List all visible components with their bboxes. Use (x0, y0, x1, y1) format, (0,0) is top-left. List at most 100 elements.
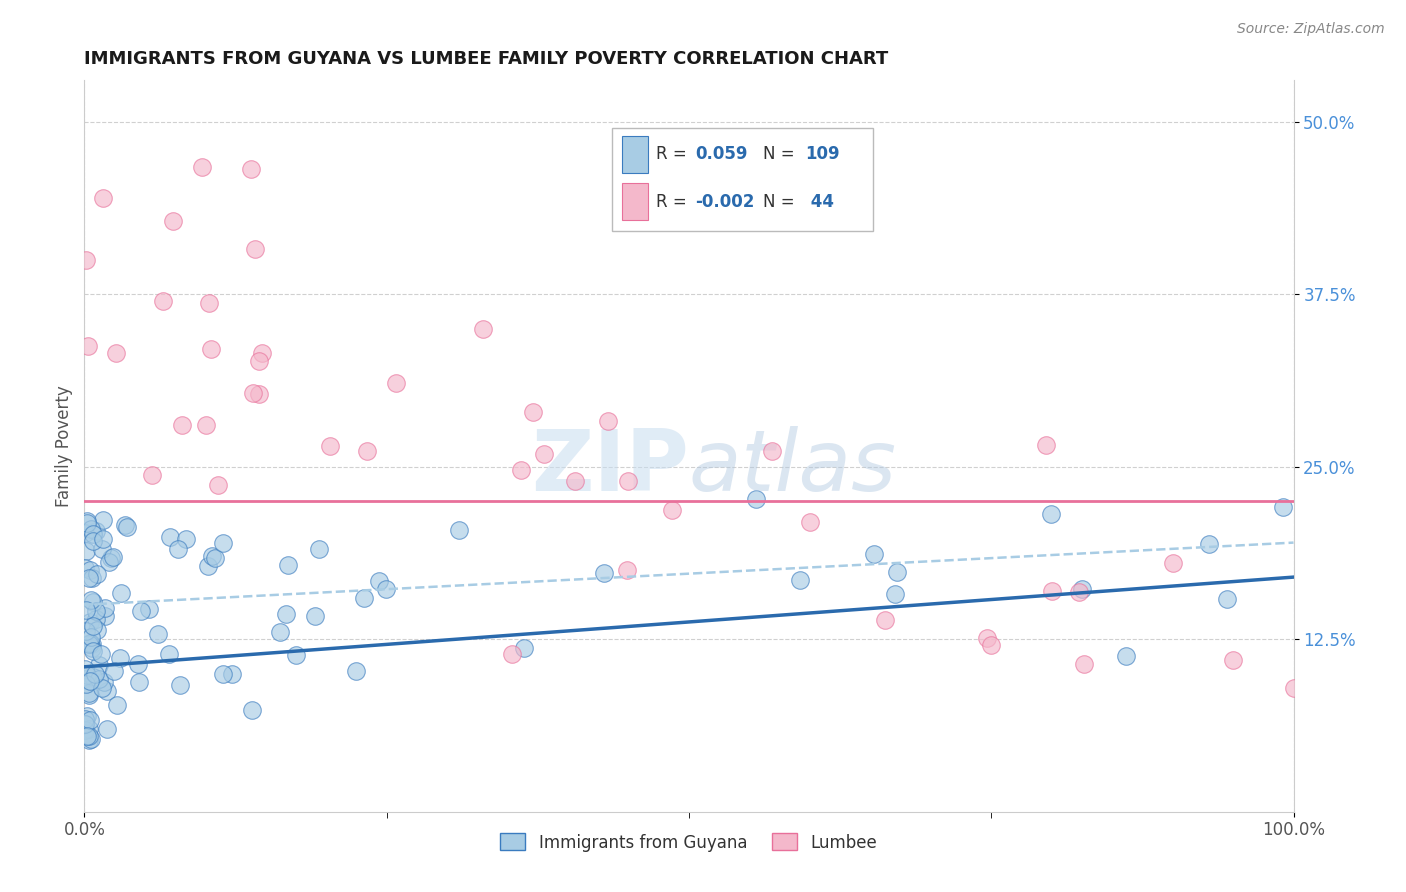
Point (1073, 657, 1095, 671)
Point (91, 541, 114, 556)
Point (89, 657, 111, 672)
Point (1198, 536, 1220, 550)
Point (110, 586, 132, 600)
Point (1115, 649, 1137, 664)
Point (75, 603, 97, 617)
Point (77, 722, 100, 736)
Point (79, 732, 101, 747)
Point (513, 641, 536, 656)
Bar (621, 183, 648, 220)
Point (159, 530, 181, 544)
Point (82, 571, 104, 585)
Point (745, 491, 768, 506)
Point (166, 542, 188, 557)
Point (344, 664, 367, 678)
Point (76, 730, 98, 744)
Point (96, 684, 118, 698)
Text: 44: 44 (806, 193, 834, 211)
Text: Source: ZipAtlas.com: Source: ZipAtlas.com (1237, 22, 1385, 37)
Point (91, 681, 114, 695)
Point (308, 542, 330, 557)
Point (93, 191, 115, 205)
Point (79, 733, 101, 747)
Point (84, 604, 107, 618)
Point (77, 671, 100, 685)
Point (79, 674, 101, 689)
Point (1216, 591, 1239, 606)
Text: N =: N = (763, 193, 794, 211)
Point (522, 405, 544, 419)
Bar (621, 136, 648, 173)
Text: R =: R = (657, 193, 692, 211)
Point (661, 503, 683, 517)
Point (82, 670, 104, 684)
Point (195, 417, 218, 432)
Point (247, 387, 270, 401)
Point (131, 604, 153, 618)
Text: N =: N = (763, 145, 794, 163)
Point (242, 386, 264, 401)
Text: 0.059: 0.059 (696, 145, 748, 163)
Point (73, 662, 96, 676)
Point (191, 160, 214, 174)
Point (174, 533, 197, 547)
Point (247, 353, 270, 368)
Point (368, 574, 391, 588)
Point (138, 602, 160, 616)
Point (162, 214, 184, 228)
Point (509, 462, 531, 476)
Point (82, 526, 104, 541)
Point (533, 447, 555, 461)
Point (80, 592, 103, 607)
Text: atlas: atlas (689, 426, 897, 509)
Point (77, 571, 100, 585)
Point (799, 515, 821, 529)
Point (592, 566, 614, 581)
Point (76, 709, 98, 723)
Point (79, 615, 101, 629)
Point (276, 607, 298, 622)
Point (98, 555, 121, 569)
Point (385, 376, 408, 390)
Point (80, 637, 103, 651)
Point (77, 636, 100, 650)
Point (240, 162, 263, 177)
Point (1069, 584, 1091, 599)
Point (141, 467, 163, 482)
Point (86, 566, 108, 581)
Point (1271, 500, 1294, 515)
Point (80, 630, 103, 644)
Point (115, 519, 138, 533)
Point (200, 343, 222, 357)
Point (319, 439, 342, 453)
Text: ZIP: ZIP (531, 426, 689, 509)
Point (980, 638, 1002, 652)
Point (356, 444, 378, 458)
Point (1071, 582, 1094, 596)
Point (93, 608, 115, 623)
Point (91, 513, 114, 527)
Point (242, 703, 264, 717)
Point (75, 561, 97, 575)
Point (82, 619, 104, 633)
Text: R =: R = (657, 145, 692, 163)
Point (100, 551, 122, 566)
Point (284, 648, 307, 662)
Point (245, 242, 267, 256)
Point (79, 688, 101, 702)
Point (104, 346, 127, 360)
Point (75, 544, 97, 558)
Point (75, 677, 97, 691)
Point (93, 674, 115, 689)
Point (75, 712, 97, 726)
Point (91, 533, 114, 547)
Point (269, 625, 291, 640)
Point (197, 559, 219, 574)
Point (101, 549, 124, 564)
Point (501, 647, 523, 661)
Point (1222, 653, 1244, 667)
Point (96, 723, 118, 737)
Point (304, 609, 326, 624)
Point (789, 573, 811, 587)
Point (75, 723, 97, 738)
